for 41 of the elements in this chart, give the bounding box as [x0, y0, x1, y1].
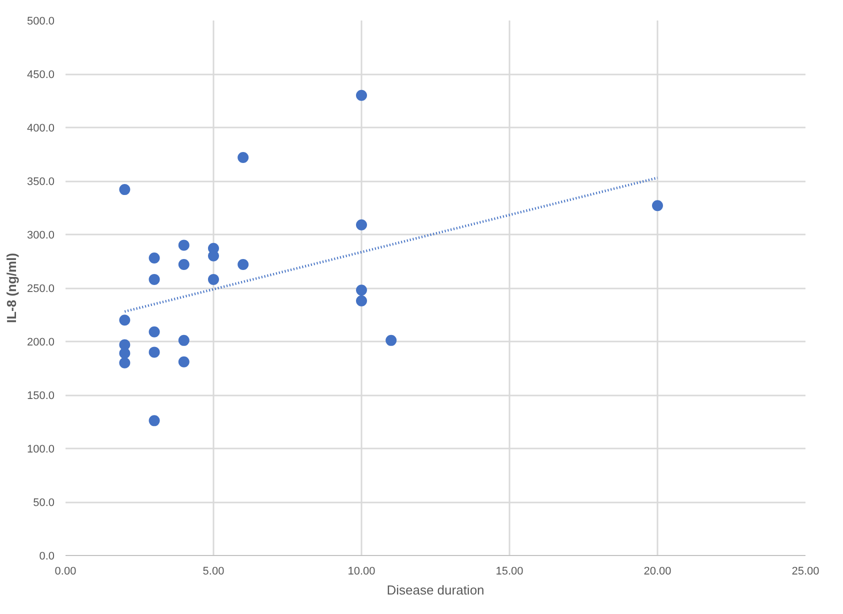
point — [148, 326, 160, 338]
point — [148, 274, 160, 285]
point — [238, 152, 249, 163]
y-tick-label: 450.0 — [26, 69, 55, 81]
y-tick-label: 400.0 — [26, 122, 55, 134]
y-tick-label: 0.0 — [39, 550, 55, 562]
point — [119, 357, 130, 368]
x-tick-label: 0.00 — [54, 566, 76, 578]
point — [238, 258, 249, 270]
y-tick-label: 500.0 — [26, 16, 55, 28]
point — [356, 90, 367, 101]
x-tick-label: 15.00 — [496, 566, 524, 578]
y-tick-label: 200.0 — [26, 336, 55, 348]
point — [652, 200, 663, 212]
point — [208, 274, 219, 285]
y-tick-label: 50.0 — [33, 497, 55, 509]
x-tick-label: 25.00 — [792, 566, 820, 578]
point — [386, 334, 397, 346]
x-tick-label: 5.00 — [202, 566, 224, 578]
point — [356, 219, 367, 230]
x-axis-title: Disease duration — [386, 582, 484, 598]
point — [356, 295, 367, 306]
point — [148, 415, 160, 426]
y-tick-label: 150.0 — [26, 390, 55, 402]
y-axis-title: IL-8 (ng/ml) — [4, 252, 19, 324]
point — [119, 314, 130, 326]
x-tick-label: 10.00 — [348, 566, 376, 578]
point — [119, 184, 130, 196]
y-tick-label: 300.0 — [26, 230, 55, 242]
point — [178, 334, 190, 346]
point — [178, 356, 190, 368]
point — [119, 348, 130, 359]
x-tick-label: 20.00 — [644, 566, 672, 578]
y-tick-label: 250.0 — [26, 283, 55, 295]
y-tick-label: 350.0 — [26, 176, 55, 188]
point — [148, 346, 160, 358]
y-tick-label: 100.0 — [26, 444, 55, 456]
point — [178, 258, 190, 270]
point — [356, 284, 367, 296]
point — [148, 252, 160, 264]
point — [178, 240, 190, 251]
